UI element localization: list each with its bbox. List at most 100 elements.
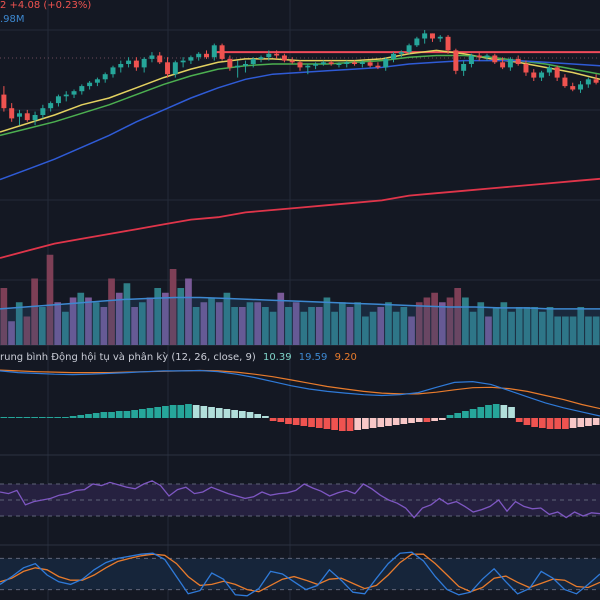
volume-bar[interactable] <box>131 307 138 345</box>
candle[interactable] <box>429 33 435 39</box>
macd-histogram-bar[interactable] <box>392 418 400 425</box>
volume-bar[interactable] <box>292 302 300 345</box>
macd-histogram-bar[interactable] <box>146 408 154 418</box>
volume-bar[interactable] <box>185 278 192 346</box>
macd-histogram-bar[interactable] <box>500 405 508 418</box>
candle[interactable] <box>118 64 124 68</box>
volume-bar[interactable] <box>438 302 446 345</box>
candle[interactable] <box>172 62 178 75</box>
macd-histogram-bar[interactable] <box>185 404 192 418</box>
volume-bar[interactable] <box>454 288 462 345</box>
macd-histogram-bar[interactable] <box>554 418 562 429</box>
macd-histogram-bar[interactable] <box>323 418 331 429</box>
volume-bar[interactable] <box>192 307 200 345</box>
macd-histogram-bar[interactable] <box>562 418 569 429</box>
volume-bar[interactable] <box>162 292 169 345</box>
candle[interactable] <box>71 91 77 95</box>
volume-bar[interactable] <box>146 297 154 346</box>
macd-histogram-bar[interactable] <box>438 418 446 420</box>
volume-bar[interactable] <box>423 297 431 346</box>
candle[interactable] <box>219 45 225 59</box>
candle[interactable] <box>188 57 194 61</box>
macd-histogram-bar[interactable] <box>200 406 208 418</box>
candle[interactable] <box>196 53 202 58</box>
candle[interactable] <box>523 64 529 73</box>
macd-histogram-bar[interactable] <box>0 417 8 418</box>
candle[interactable] <box>227 58 233 68</box>
candle[interactable] <box>578 84 584 90</box>
volume-bar[interactable] <box>46 254 54 345</box>
candle[interactable] <box>492 55 498 63</box>
ma-line-ma-slow[interactable] <box>0 59 600 181</box>
volume-bar[interactable] <box>231 307 238 345</box>
rsi-pane[interactable] <box>0 480 600 519</box>
macd-histogram-bar[interactable] <box>315 418 323 428</box>
macd-histogram-bar[interactable] <box>331 418 338 430</box>
volume-bar[interactable] <box>8 321 15 345</box>
volume-bar[interactable] <box>0 288 8 345</box>
volume-bar[interactable] <box>446 297 454 346</box>
volume-bar[interactable] <box>500 302 508 345</box>
stochastic-d-line[interactable] <box>0 553 600 593</box>
volume-bar[interactable] <box>392 311 400 345</box>
candle[interactable] <box>367 62 373 66</box>
candle[interactable] <box>461 64 467 71</box>
candle[interactable] <box>531 72 537 78</box>
macd-histogram-bar[interactable] <box>123 411 131 418</box>
macd-histogram-bar[interactable] <box>400 418 408 424</box>
candle[interactable] <box>79 86 85 92</box>
candle[interactable] <box>359 62 365 64</box>
volume-bar[interactable] <box>308 307 315 345</box>
volume-bar[interactable] <box>54 302 62 345</box>
candle[interactable] <box>242 64 248 66</box>
macd-histogram-bar[interactable] <box>62 417 69 418</box>
volume-bar[interactable] <box>554 316 562 346</box>
macd-histogram-bar[interactable] <box>269 418 277 421</box>
candle[interactable] <box>250 58 256 64</box>
candle[interactable] <box>406 45 412 53</box>
stochastic-k-line[interactable] <box>0 551 600 597</box>
macd-histogram-bar[interactable] <box>277 418 285 422</box>
candle[interactable] <box>274 53 280 56</box>
candle[interactable] <box>281 55 287 61</box>
candle[interactable] <box>1 94 7 109</box>
macd-histogram-bar[interactable] <box>246 412 254 418</box>
macd-histogram-bar[interactable] <box>108 412 115 418</box>
macd-histogram-bar[interactable] <box>408 418 415 423</box>
volume-bar[interactable] <box>508 311 515 345</box>
volume-bar[interactable] <box>400 307 408 345</box>
macd-histogram-bar[interactable] <box>454 413 462 418</box>
volume-bar[interactable] <box>154 288 162 345</box>
volume-bar[interactable] <box>208 297 215 346</box>
volume-bar[interactable] <box>492 307 500 345</box>
macd-histogram-bar[interactable] <box>154 407 162 418</box>
volume-bar[interactable] <box>477 302 485 345</box>
candle[interactable] <box>289 60 295 63</box>
candle[interactable] <box>305 65 311 68</box>
volume-bar[interactable] <box>300 311 308 345</box>
macd-histogram-bar[interactable] <box>508 407 515 418</box>
candle[interactable] <box>149 55 155 59</box>
volume-bar[interactable] <box>585 316 592 346</box>
candle[interactable] <box>165 62 171 75</box>
macd-histogram-bar[interactable] <box>69 416 77 418</box>
candle[interactable] <box>515 58 521 64</box>
macd-histogram-bar[interactable] <box>223 409 231 418</box>
macd-histogram-bar[interactable] <box>85 414 92 418</box>
candle[interactable] <box>24 113 30 121</box>
candle[interactable] <box>16 113 22 117</box>
macd-histogram-bar[interactable] <box>23 417 31 418</box>
candle[interactable] <box>546 67 552 73</box>
candle[interactable] <box>484 55 490 58</box>
macd-histogram-bar[interactable] <box>262 416 269 418</box>
candle[interactable] <box>32 115 38 121</box>
macd-histogram-bar[interactable] <box>485 405 492 418</box>
candle[interactable] <box>110 67 116 75</box>
volume-bar[interactable] <box>31 278 38 346</box>
rsi-line[interactable] <box>0 480 600 519</box>
volume-bar[interactable] <box>92 302 100 345</box>
volume-bar[interactable] <box>362 316 369 346</box>
volume-bar[interactable] <box>138 302 146 345</box>
volume-bar[interactable] <box>77 292 85 345</box>
volume-bar[interactable] <box>462 297 469 346</box>
